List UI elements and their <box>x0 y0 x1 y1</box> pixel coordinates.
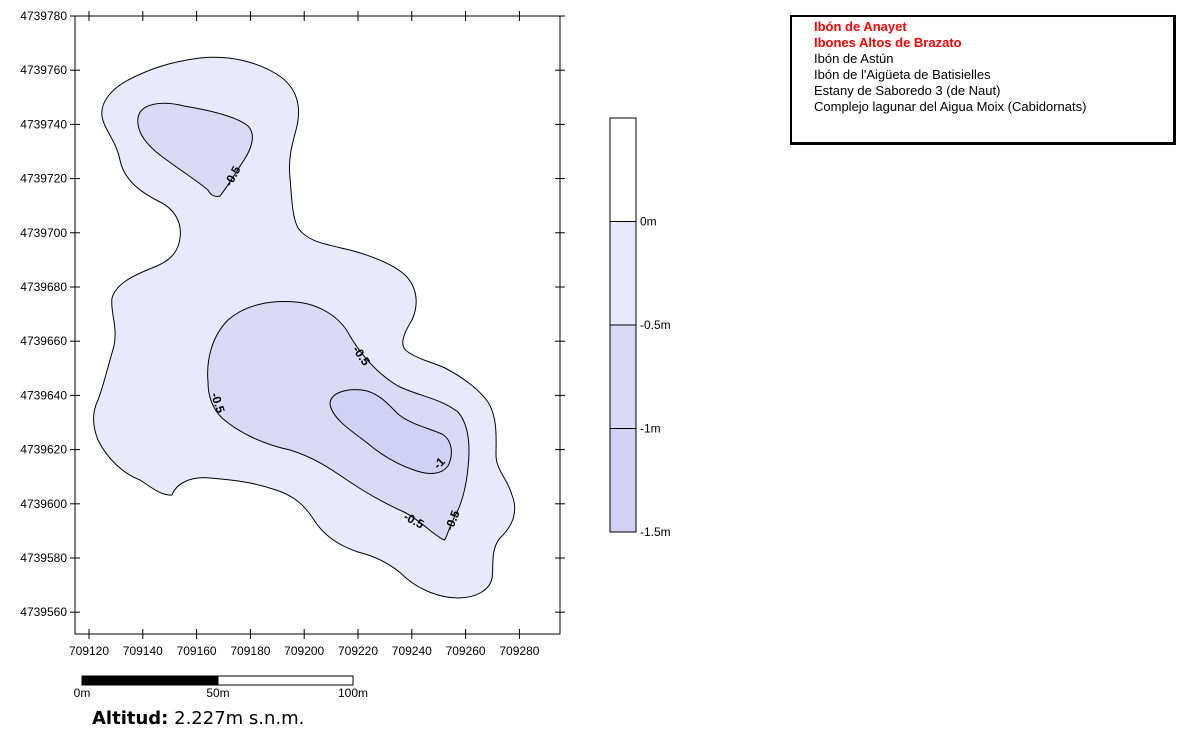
y-tick-label: 4739580 <box>20 551 67 565</box>
x-tick-label: 709260 <box>446 644 486 658</box>
contour-minus-1 <box>329 389 452 474</box>
map-frame <box>74 15 561 635</box>
color-scale-band <box>610 118 636 222</box>
lake-list-item: Estany de Saboredo 3 (de Naut) <box>814 83 1001 98</box>
contour-middle-minus-0.5 <box>207 301 470 541</box>
y-tick-label: 4739720 <box>20 172 67 186</box>
altitude-caption: Altitud: 2.227m s.n.m. <box>92 708 304 729</box>
scale-bar-white-segment <box>217 675 354 686</box>
y-tick-label: 4739780 <box>20 9 67 23</box>
color-scale-band <box>610 428 636 532</box>
y-tick-label: 4739760 <box>20 63 67 77</box>
lake-list-item: Complejo lagunar del Aigua Moix (Cabidor… <box>814 99 1087 114</box>
lake-list-item: Ibones Altos de Brazato <box>814 35 962 50</box>
lake-list-legend: Ibón de Anayet Ibones Altos de Brazato Ibó… <box>790 15 1176 145</box>
x-tick-label: 709240 <box>392 644 432 658</box>
color-scale-legend: 0m -0.5m -1m -1.5m <box>609 117 671 539</box>
y-axis-ticks: 4739780 4739760 4739740 4739720 4739700 47396… <box>20 9 565 619</box>
y-tick-label: 4739640 <box>20 388 67 402</box>
color-scale-label: 0m <box>640 215 657 229</box>
y-tick-label: 4739600 <box>20 497 67 511</box>
contour-label: -0.5 <box>208 391 228 415</box>
lake-list-item: Ibón de Astún <box>814 51 894 66</box>
altitude-value: 2.227m s.n.m. <box>174 708 305 729</box>
x-tick-label: 709120 <box>69 644 109 658</box>
y-tick-label: 4739680 <box>20 280 67 294</box>
x-tick-label: 709220 <box>338 644 378 658</box>
lake-list-item: Ibón de Anayet <box>814 19 907 34</box>
x-tick-label: 709140 <box>123 644 163 658</box>
x-tick-label: 709280 <box>499 644 539 658</box>
color-scale-label: -1.5m <box>640 525 671 539</box>
x-tick-label: 709180 <box>230 644 270 658</box>
lake-list-item: Ibón de l'Aigüeta de Batisielles <box>814 67 991 82</box>
altitude-label: Altitud: <box>92 708 169 729</box>
x-tick-label: 709160 <box>177 644 217 658</box>
scale-bar: 0m 50m 100m <box>74 675 368 700</box>
contour-upper-minus-0.5 <box>137 102 253 197</box>
color-scale-band <box>610 221 636 325</box>
scale-bar-black-segment <box>81 675 219 686</box>
x-axis-ticks: 709120 709140 709160 709180 709200 709220 7092… <box>69 11 540 658</box>
scale-bar-label: 50m <box>206 686 229 700</box>
x-tick-label: 709200 <box>284 644 324 658</box>
color-scale-band <box>610 325 636 429</box>
y-tick-label: 4739660 <box>20 334 67 348</box>
scale-bar-label: 100m <box>338 686 368 700</box>
color-scale-label: -1m <box>640 422 661 436</box>
scale-bar-label: 0m <box>74 686 91 700</box>
color-scale-label: -0.5m <box>640 318 671 332</box>
y-tick-label: 4739700 <box>20 226 67 240</box>
y-tick-label: 4739740 <box>20 117 67 131</box>
y-tick-label: 4739560 <box>20 605 67 619</box>
y-tick-label: 4739620 <box>20 443 67 457</box>
